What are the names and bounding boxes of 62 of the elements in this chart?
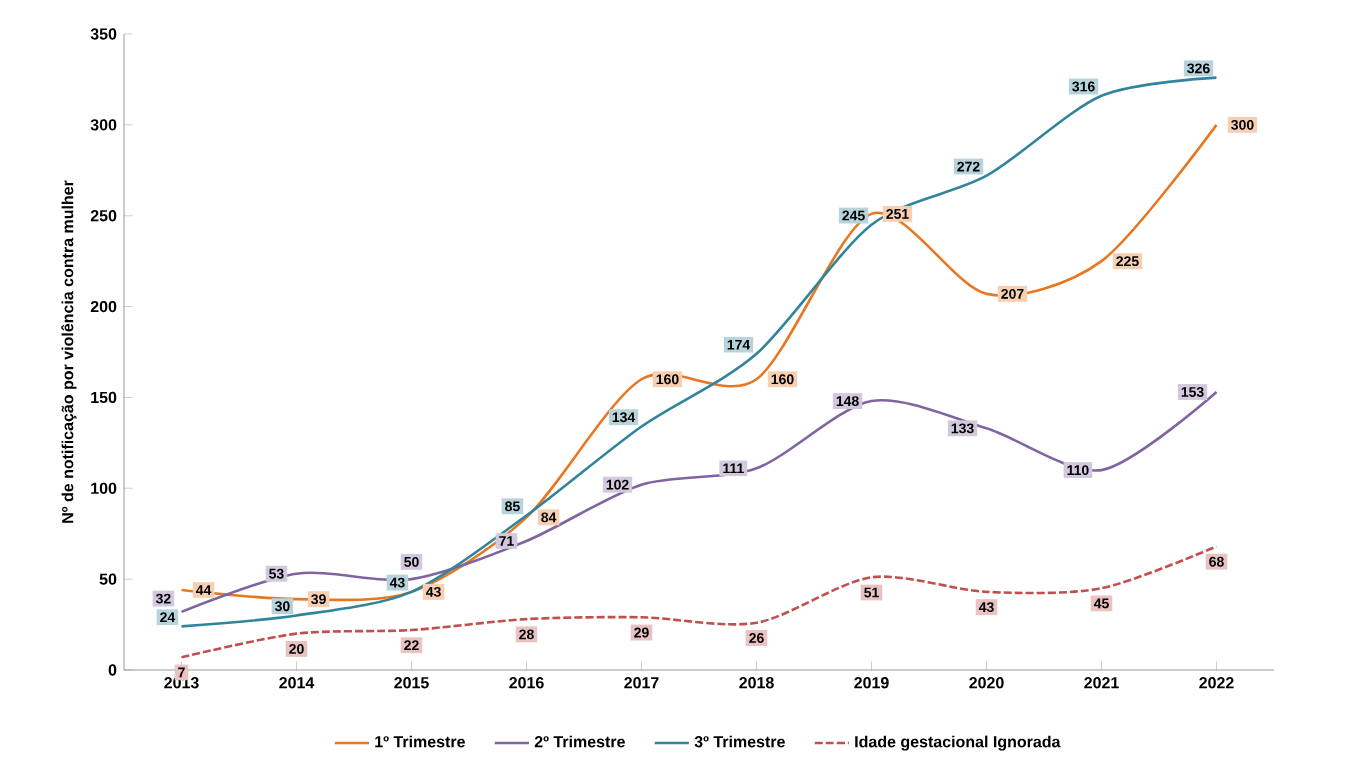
y-tick-label: 350 [90,28,117,40]
y-tick-label: 100 [91,482,117,494]
data-label: 160 [771,374,794,385]
y-tick-label: 200 [90,300,117,313]
data-label: 32 [155,593,171,604]
data-label: 110 [1067,465,1089,476]
data-label: 207 [1001,288,1024,299]
data-label: 45 [1093,598,1109,609]
data-label: 316 [1072,81,1095,92]
data-label: 134 [612,412,636,423]
data-label: 39 [311,594,326,605]
data-label: 68 [1209,556,1224,567]
data-label: 174 [727,339,751,350]
x-tick-label: 2015 [394,677,429,689]
legend-label: Idade gestacional Ignorada [855,735,1061,751]
data-label: 43 [426,586,441,597]
x-tick-label: 2016 [509,677,544,689]
legend-label: 3º Trimestre [694,735,785,748]
data-label: 251 [886,208,909,219]
data-label: 28 [519,629,534,640]
data-label: 53 [269,568,284,579]
y-tick-label: 150 [91,391,117,404]
data-label: 84 [541,512,557,523]
legend-label: 2º Trimestre [534,735,625,748]
x-tick-label: 2021 [1084,677,1119,689]
x-tick-label: 2018 [739,677,774,689]
legend-label: 1º Trimestre [375,735,465,748]
data-label: 44 [196,585,212,595]
y-axis-title: Nº de notificação por violência contra mulher [61,180,77,523]
data-label: 20 [289,643,304,654]
x-tick-label: 2017 [624,677,659,689]
y-tick-label: 50 [99,573,117,585]
data-label: 153 [1181,387,1204,397]
x-tick-label: 2020 [969,677,1004,689]
x-tick-label: 2014 [279,677,315,689]
y-tick-label: 300 [90,119,117,131]
data-label: 111 [723,463,744,474]
data-label: 30 [274,601,290,612]
data-label: 102 [606,479,629,490]
data-label: 326 [1187,63,1210,74]
y-tick-label: 250 [90,210,117,222]
x-tick-label: 2019 [854,677,889,689]
data-label: 50 [404,556,419,567]
data-label: 26 [749,633,764,643]
data-label: 43 [978,602,994,613]
data-label: 272 [957,161,980,172]
data-label: 160 [656,374,679,385]
data-label: 148 [836,396,859,407]
data-label: 7 [178,667,185,678]
data-label: 43 [389,577,405,588]
data-label: 29 [634,627,649,638]
data-label: 245 [842,210,865,221]
data-label: 22 [404,640,419,651]
data-label: 300 [1231,119,1254,130]
data-label: 71 [499,536,514,546]
data-label: 85 [505,501,520,512]
data-label: 133 [951,423,974,434]
data-label: 225 [1116,256,1139,267]
data-label: 51 [864,587,879,598]
data-label: 24 [160,612,176,623]
x-tick-label: 2022 [1199,677,1234,689]
y-tick-label: 0 [108,664,117,676]
